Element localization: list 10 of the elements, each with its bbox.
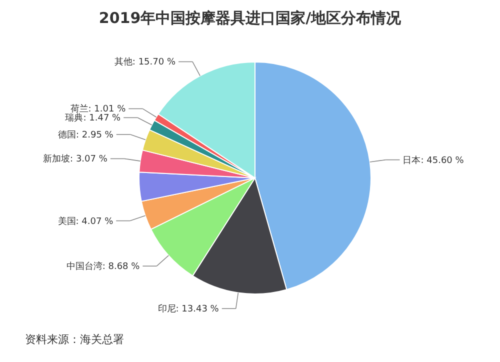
- slice-label: 印尼: 13.43 %: [158, 304, 220, 315]
- slice-label: 日本: 45.60 %: [402, 154, 464, 166]
- slice-label: 瑞典: 1.47 %: [65, 112, 122, 124]
- slice-label: 美国: 4.07 %: [58, 216, 114, 227]
- slice-label: 其他: 15.70 %: [114, 56, 176, 68]
- slice-label: 德国: 2.95 %: [58, 130, 114, 140]
- chart-title: 2019年中国按摩器具进口国家/地区分布情况: [98, 9, 402, 27]
- text: 资料来源：海关总署: [25, 333, 124, 346]
- slice-label: 新加坡: 3.07 %: [43, 154, 108, 165]
- slice-label: 中国台湾: 8.68 %: [66, 261, 140, 272]
